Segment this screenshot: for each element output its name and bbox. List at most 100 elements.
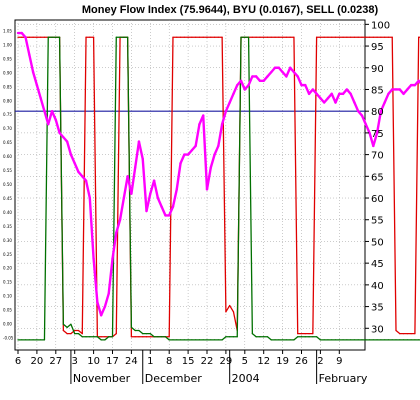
mfi-line-segment: [372, 131, 379, 148]
left-tick-label: 0.30: [3, 238, 12, 243]
left-tick-label: 0.45: [3, 196, 12, 201]
sell-line-segment: [115, 36, 121, 335]
mfi-line-segment: [122, 175, 129, 200]
left-tick-label: 0.60: [3, 154, 12, 159]
mfi-line-segment: [383, 92, 390, 104]
right-y-axis: 100 95 90 85 80 75 70 65 60 55 50 45 40 35 30: [365, 20, 390, 335]
right-tick-label: 100: [371, 20, 390, 31]
mfi-line-segment: [35, 83, 42, 100]
mfi-line-segment: [133, 140, 141, 169]
mfi-line-segment: [118, 196, 126, 221]
sell-line-segment: [229, 304, 235, 313]
buy-line-segment: [66, 323, 72, 329]
x-tick-label: 17: [106, 356, 119, 367]
mfi-line-segment: [417, 79, 420, 85]
sell-line-segment: [221, 36, 227, 313]
mfi-line-segment: [39, 96, 46, 113]
left-tick-label: 0.65: [3, 140, 12, 145]
buy-line-segment: [43, 36, 49, 341]
x-tick-label: 24: [125, 356, 138, 367]
mfi-line-segment: [145, 192, 152, 213]
mfi-line-segment: [220, 109, 228, 126]
buy-line-segment: [164, 336, 170, 341]
x-tick-label: 1: [147, 356, 153, 367]
left-tick-label: 1.05: [3, 29, 12, 34]
mfi-line-segment: [69, 153, 76, 165]
mfi-line-segment: [364, 123, 371, 135]
mfi-line-segment: [179, 153, 186, 165]
mfi-line-segment: [28, 53, 35, 74]
mfi-line-segment: [375, 109, 383, 135]
right-tick-label: 60: [371, 194, 384, 205]
sell-line-segment: [225, 304, 231, 313]
mfi-line-segment: [103, 292, 110, 308]
x-tick-label: 5: [242, 356, 248, 367]
right-tick-label: 55: [371, 216, 384, 227]
x-tick-label: 27: [49, 356, 62, 367]
mfi-line-segment: [232, 83, 239, 96]
buy-line-segment: [315, 336, 322, 341]
right-tick-label: 35: [371, 303, 384, 314]
mfi-line-segment: [107, 257, 114, 295]
left-y-axis: 1.05 1.00 0.95 0.90 0.85 0.80 0.75 0.70 0.65 0.60…: [3, 29, 14, 341]
buy-line-segment: [221, 336, 227, 341]
left-tick-label: 0.40: [3, 210, 12, 215]
sell-line-segment: [62, 329, 68, 335]
left-tick-label: 1.00: [3, 42, 12, 47]
right-tick-label: 90: [371, 64, 384, 75]
right-tick-label: 95: [371, 42, 384, 53]
mfi-line-segment: [54, 118, 61, 135]
left-tick-label: 0.80: [3, 98, 12, 103]
mfi-line-segment: [209, 153, 216, 169]
left-tick-label: 0.85: [3, 84, 12, 89]
mfi-line-segment: [217, 123, 224, 148]
left-tick-label: 0.70: [3, 126, 12, 131]
sell-line-segment: [232, 311, 238, 332]
buy-line-segment: [62, 323, 68, 329]
chart-title: Money Flow Index (75.9644), BYU (0.0167)…: [82, 4, 379, 16]
left-tick-label: 0.75: [3, 112, 12, 117]
buy-line-segment: [111, 36, 117, 338]
mfi-line-segment: [304, 83, 311, 96]
right-tick-label: 85: [371, 85, 384, 96]
x-tick-label: 3: [72, 356, 78, 367]
x-tick-label: 6: [15, 356, 21, 367]
left-tick-label: 0.35: [3, 224, 12, 229]
mfi-line-segment: [353, 101, 360, 113]
buy-line-segment: [96, 336, 102, 341]
mfi-line-segment: [99, 305, 107, 317]
buy-line-segment: [266, 336, 272, 341]
buy-line-segment: [251, 332, 257, 338]
x-tick-label: 12: [257, 356, 270, 367]
mfi-line-segment: [73, 162, 80, 174]
mfi-line-segment: [111, 231, 118, 261]
mfi-line-segment: [31, 70, 39, 87]
left-tick-label: 0.05: [3, 308, 12, 313]
buy-line-segment: [247, 36, 254, 335]
buy-line-segment: [77, 332, 83, 338]
sell-line-segment: [293, 36, 299, 335]
mfi-line-segment: [43, 109, 50, 126]
mfi-line-segment: [334, 92, 341, 104]
sell-line-segment: [81, 36, 87, 335]
left-tick-label: 0.50: [3, 182, 12, 187]
buy-line-segment: [70, 323, 76, 335]
right-tick-label: 45: [371, 259, 384, 270]
left-tick-label: 0.95: [3, 56, 12, 61]
mfi-line-segment: [65, 140, 73, 156]
buy-line-segment: [104, 336, 110, 341]
buy-line: [17, 36, 420, 341]
mfi-line-segment: [50, 109, 57, 122]
sell-line-segment: [395, 329, 401, 335]
left-tick-label: -0.05: [3, 336, 14, 341]
mfi-line-segment: [115, 218, 122, 234]
mfi-line-segment: [247, 75, 254, 87]
mfi-line-segment: [88, 196, 95, 261]
month-label: February: [319, 372, 368, 385]
buy-line-segment: [58, 36, 65, 325]
mfi-line-segment: [175, 162, 182, 191]
right-tick-label: 65: [371, 172, 384, 183]
month-label: December: [145, 372, 203, 385]
left-tick-label: 0.90: [3, 70, 12, 75]
